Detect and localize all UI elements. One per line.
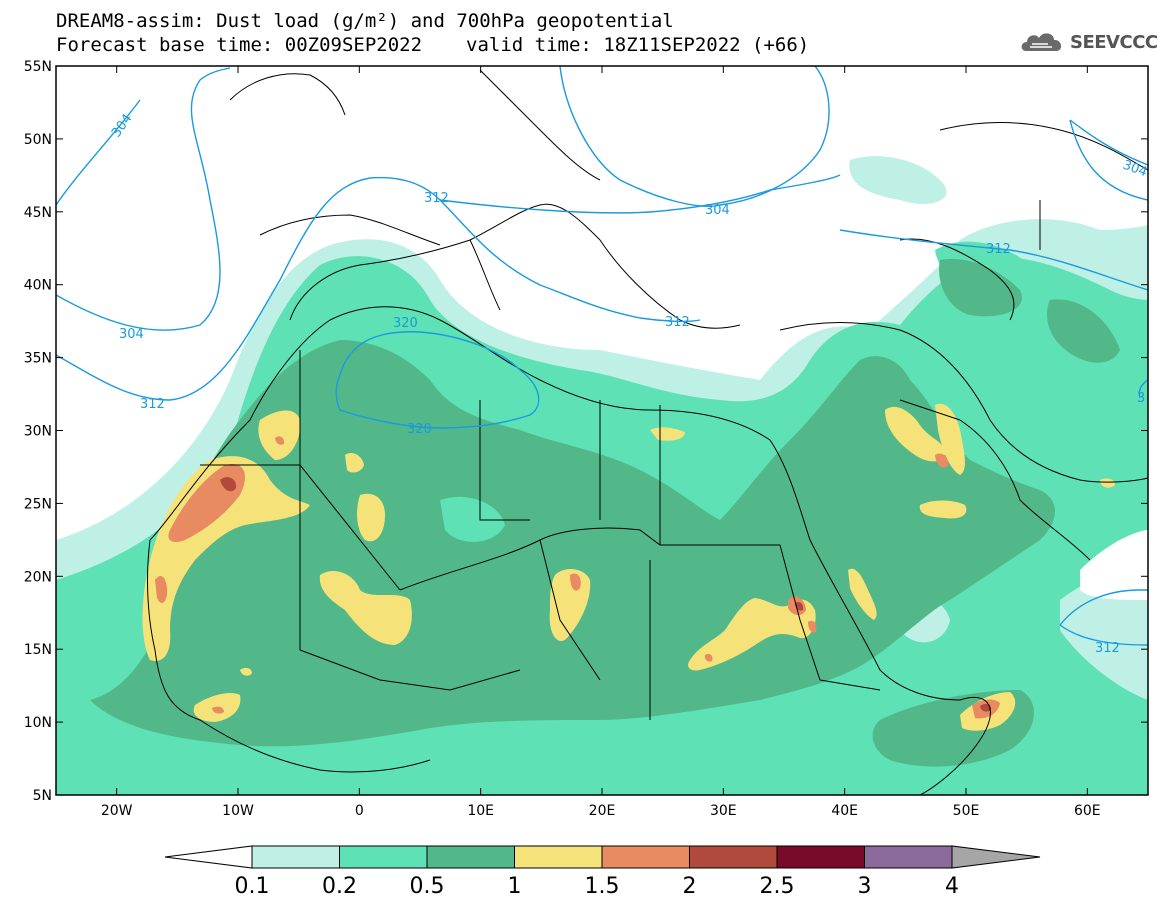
colorbar-swatch: [689, 845, 778, 869]
colorbar-swatch: [776, 845, 865, 869]
lat-label: 55N: [24, 59, 52, 75]
latitude-axis: 55N 50N 45N 40N 35N 30N 25N 20N 15N 10N 5N: [24, 59, 1148, 804]
lon-label: 20W: [101, 803, 133, 819]
colorbar-over-arrow: [951, 845, 1041, 869]
map-title: DREAM8-assim: Dust load (g/m²) and 700hP…: [56, 10, 674, 32]
colorbar-label: 0.1: [235, 874, 270, 899]
contour-label: 320: [393, 316, 418, 331]
contour-label: 312: [665, 315, 690, 330]
lon-label: 10W: [222, 803, 254, 819]
colorbar-swatch: [601, 845, 690, 869]
coastlines: [147, 69, 1148, 795]
lon-label: 40E: [831, 803, 858, 819]
lat-label: 45N: [24, 205, 52, 221]
logo-text: SEEVCCC: [1070, 31, 1158, 53]
contour-label: 312: [1095, 641, 1120, 656]
base-time: Forecast base time: 00Z09SEP2022: [56, 34, 423, 56]
colorbar-label: 0.5: [410, 874, 445, 899]
colorbar-label: 3: [858, 874, 872, 899]
lon-label: 20E: [589, 803, 616, 819]
contour-label: 312: [424, 191, 449, 206]
lon-label: 50E: [953, 803, 980, 819]
colorbar-swatch: [251, 845, 340, 869]
valid-time: valid time: 18Z11SEP2022 (+66): [466, 34, 810, 56]
lon-label: 30E: [710, 803, 737, 819]
lat-label: 40N: [24, 278, 52, 294]
dust-field: [56, 66, 1148, 795]
colorbar-swatch: [339, 845, 428, 869]
lon-label: 0: [355, 803, 364, 819]
cloud-icon: [1021, 33, 1062, 51]
colorbar-swatch: [426, 845, 515, 869]
lat-label: 20N: [24, 569, 52, 585]
lat-label: 15N: [24, 642, 52, 658]
lat-label: 30N: [24, 424, 52, 440]
colorbar-label: 2.5: [760, 874, 795, 899]
colorbar-label: 0.2: [322, 874, 357, 899]
lat-label: 35N: [24, 351, 52, 367]
lon-label: 60E: [1074, 803, 1101, 819]
colorbar: 0.1 0.2 0.5 1 1.5 2 2.5 3 4: [164, 845, 1041, 899]
map-subtitle: Forecast base time: 00Z09SEP2022 valid ti…: [56, 34, 809, 56]
colorbar-swatch: [514, 845, 603, 869]
colorbar-label: 1: [508, 874, 522, 899]
contour-label: 304: [119, 327, 144, 342]
colorbar-label: 1.5: [585, 874, 620, 899]
lat-label: 50N: [24, 132, 52, 148]
geopotential-contours: [56, 66, 1148, 646]
contour-label: 312: [140, 397, 165, 412]
lat-label: 25N: [24, 496, 52, 512]
longitude-axis: 20W 10W 0 10E 20E 30E 40E 50E 60E: [101, 66, 1101, 819]
lon-label: 10E: [467, 803, 494, 819]
contour-label: 3: [1137, 391, 1145, 406]
contour-label: 312: [986, 242, 1011, 257]
colorbar-under-arrow: [164, 845, 253, 869]
contour-label: 320: [407, 422, 432, 437]
seevccc-logo: SEEVCCC: [1018, 28, 1158, 56]
colorbar-swatch: [864, 845, 953, 869]
lat-label: 10N: [24, 715, 52, 731]
dust-level-0.5: [90, 340, 1055, 747]
contour-label: 304: [705, 203, 730, 218]
colorbar-label: 2: [683, 874, 697, 899]
lat-label: 5N: [33, 788, 52, 804]
colorbar-label: 4: [945, 874, 959, 899]
